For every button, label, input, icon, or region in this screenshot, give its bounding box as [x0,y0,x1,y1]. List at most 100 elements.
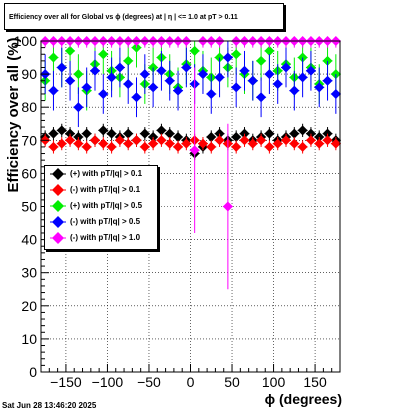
y-tick-label: 0 [29,364,37,380]
data-point [131,135,142,146]
data-point [264,141,275,152]
legend-label: (+) with pT/|q| > 0.1 [70,169,143,178]
data-point [114,135,125,146]
legend-marker-red-diamond [50,184,66,196]
legend-label: (-) with pT/|q| > 0.5 [70,217,141,226]
data-point [231,49,242,60]
legend-label: (+) with pT/|q| > 0.5 [70,201,143,210]
data-point [264,69,275,80]
data-point [98,138,109,149]
legend-item-minus-0.5: (-) with pT/|q| > 0.5 [45,214,157,230]
y-tick-label: 100 [14,33,38,49]
data-point [289,85,300,96]
y-tick-label: 70 [21,132,37,148]
data-point [81,141,92,152]
y-tick-label: 40 [21,232,37,248]
data-point [239,65,250,76]
x-tick-label: −50 [137,374,161,390]
data-point [98,49,109,60]
y-tick-label: 60 [21,165,37,181]
legend-marker-blue-diamond [50,216,66,228]
y-tick-label: 30 [21,265,37,281]
legend-item-plus-0.5: (+) with pT/|q| > 0.5 [45,198,157,214]
data-point [106,141,117,152]
data-point [156,65,167,76]
data-point [305,135,316,146]
data-point [48,141,59,152]
data-point [256,92,267,103]
data-point [164,75,175,86]
data-point [305,65,316,76]
data-point [81,128,92,139]
data-point [197,69,208,80]
data-point [173,141,184,152]
data-point [48,52,59,63]
data-point [222,201,233,212]
x-tick-label: 0 [187,374,195,390]
data-point [256,135,267,146]
data-point [106,72,117,83]
data-point [247,138,258,149]
data-point [322,75,333,86]
data-point [231,141,242,152]
data-point [173,131,184,142]
y-axis-label: Efficiency over all (%) [5,37,22,193]
data-point [123,55,134,66]
data-point [98,125,109,136]
x-axis-label: ϕ (degrees) [264,391,342,407]
data-point [206,131,217,142]
data-point [114,62,125,73]
data-point [314,82,325,93]
data-point [123,79,134,90]
x-tick-label: −150 [50,374,82,390]
data-point [139,128,150,139]
data-point [73,69,84,80]
legend-label: (-) with pT/|q| > 1.0 [70,233,141,242]
data-point [131,92,142,103]
data-point [189,145,200,156]
data-point [281,135,292,146]
legend-item-minus-0.1: (-) with pT/|q| > 0.1 [45,182,157,198]
data-point [214,72,225,83]
data-point [139,141,150,152]
data-point [181,62,192,73]
y-tick-label: 90 [21,66,37,82]
data-point [322,135,333,146]
data-point [65,75,76,86]
data-point [123,128,134,139]
data-point [48,85,59,96]
data-point [297,72,308,83]
data-point [206,141,217,152]
data-point [330,88,341,99]
data-point [148,82,159,93]
data-point [81,82,92,93]
x-tick-label: 50 [224,374,240,390]
data-point [289,138,300,149]
data-point [264,45,275,56]
series-1 [40,133,341,154]
data-point [214,135,225,146]
data-point [148,138,159,149]
data-point [56,62,67,73]
data-point [123,138,134,149]
x-tick-label: 100 [262,374,286,390]
data-point [189,45,200,56]
data-point [164,138,175,149]
data-point [73,138,84,149]
data-point [156,135,167,146]
data-point [297,125,308,136]
data-point [106,128,117,139]
data-point [197,138,208,149]
legend-label: (-) with pT/|q| > 0.1 [70,185,141,194]
y-tick-label: 50 [21,199,37,215]
data-point [297,141,308,152]
x-tick-label: 150 [303,374,327,390]
chart-title: Efficiency over all for Global vs ϕ (deg… [4,3,284,30]
data-point [256,55,267,66]
data-point [289,128,300,139]
series-2 [40,41,341,111]
y-tick-label: 80 [21,99,37,115]
data-point [231,131,242,142]
data-point [89,65,100,76]
